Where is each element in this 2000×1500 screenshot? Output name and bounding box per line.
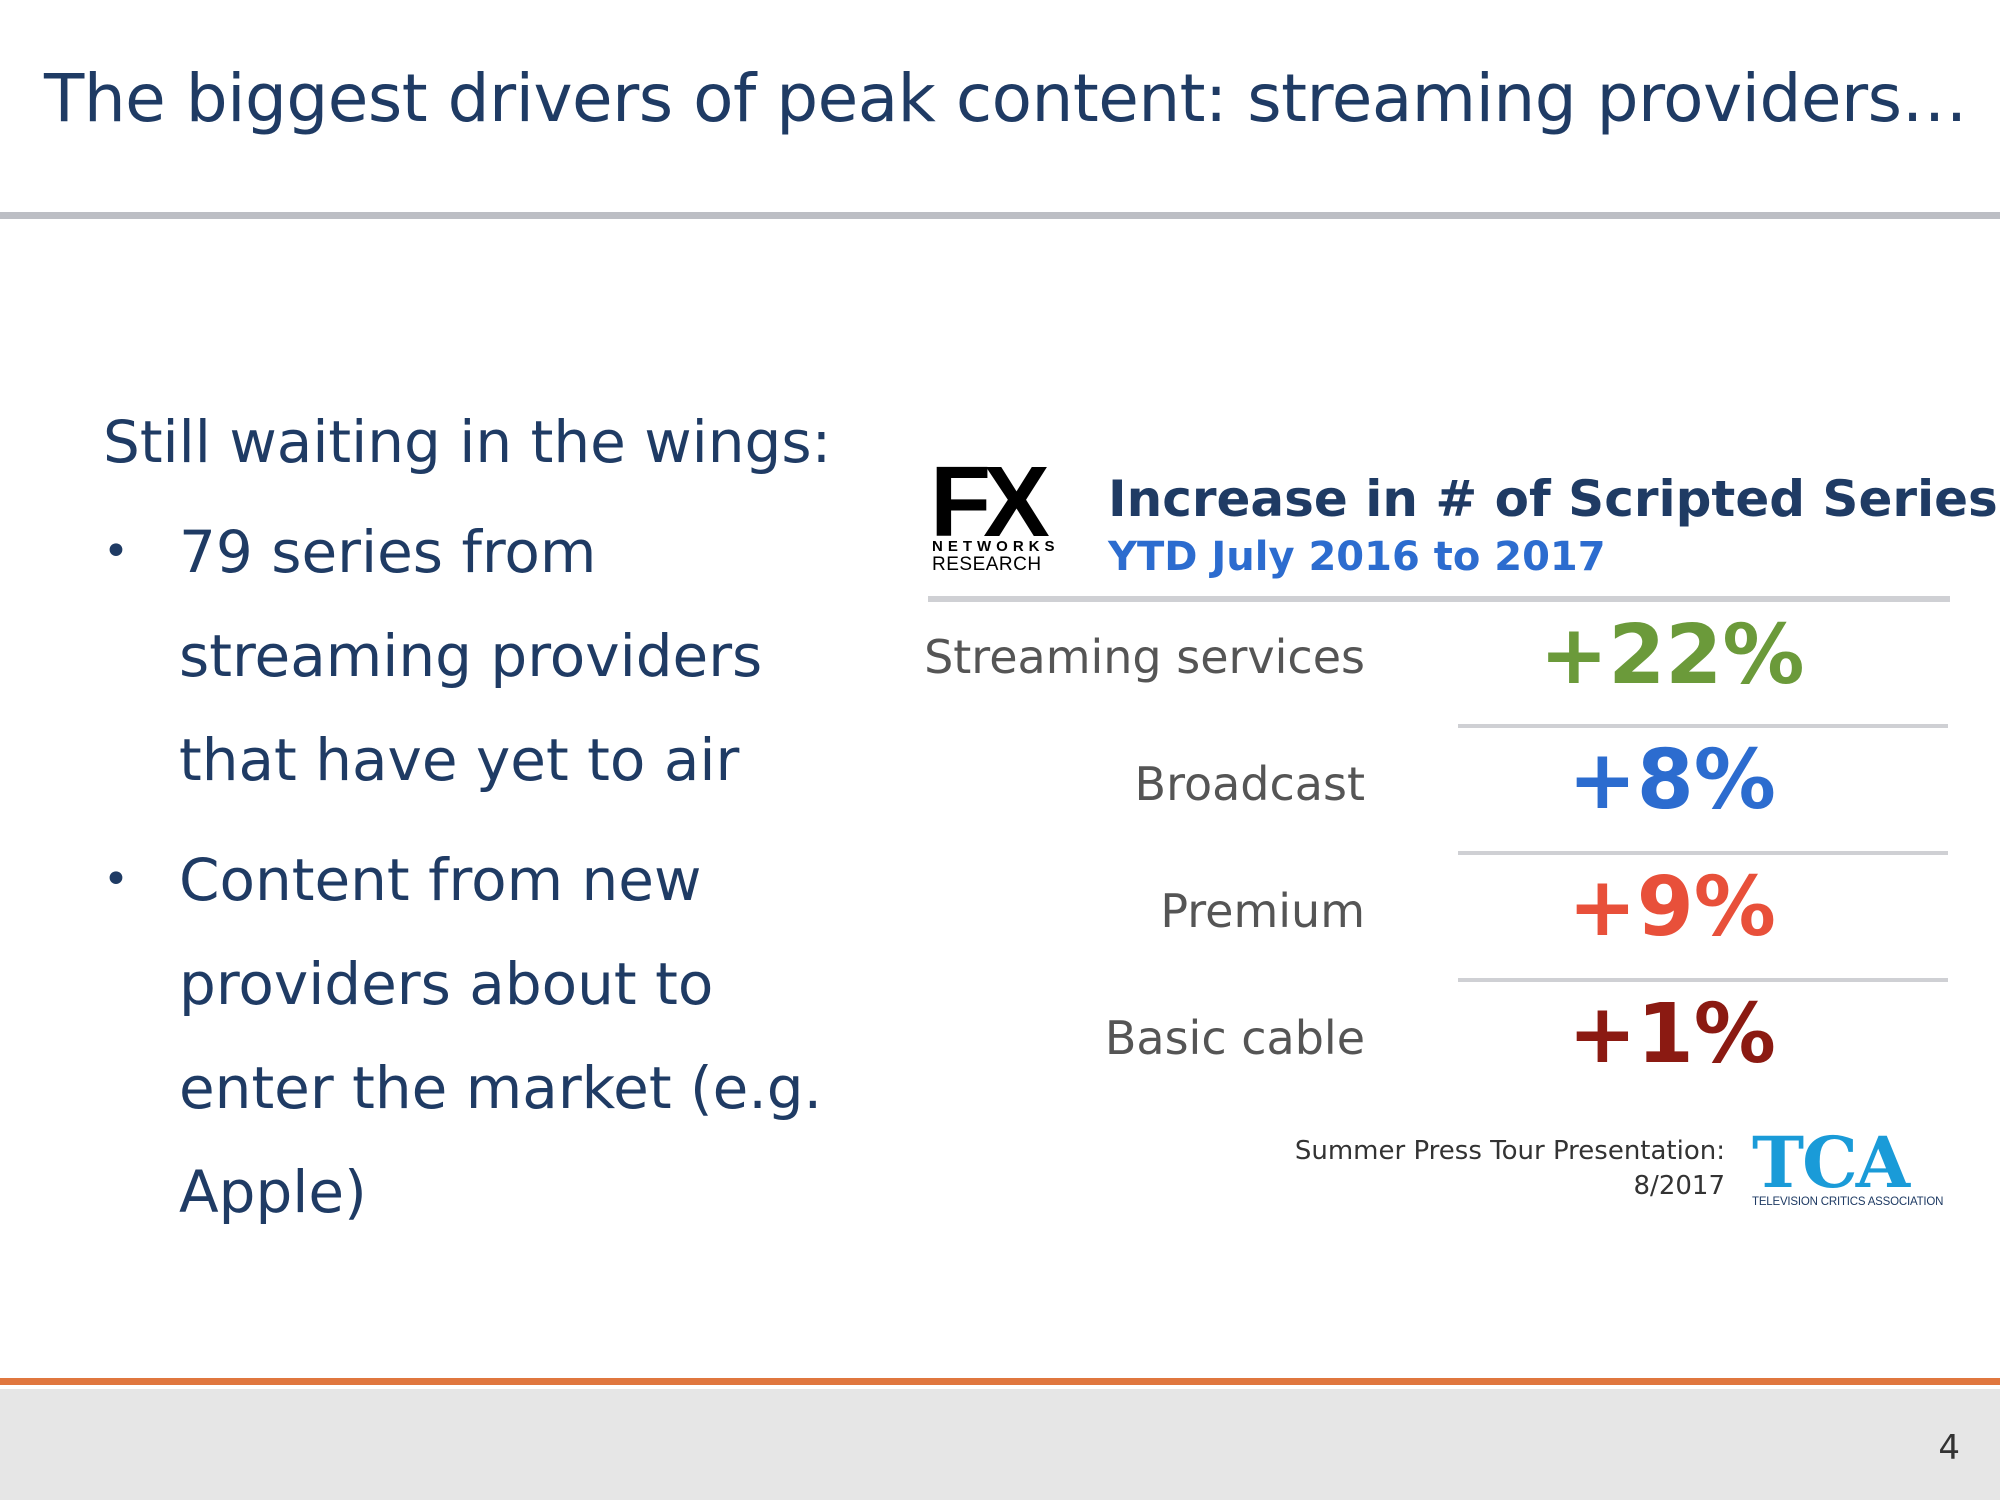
bullet-text: Content from new providers about to ente… — [179, 845, 823, 1226]
source-line-1: Summer Press Tour Presentation: — [1294, 1136, 1725, 1166]
tca-logo: TCA TELEVISION CRITICS ASSOCIATION — [1752, 1121, 1952, 1209]
panel-header-divider — [928, 596, 1950, 602]
tca-logo-mark: TCA — [1752, 1121, 1910, 1204]
row-value-streaming: +22% — [1539, 608, 1805, 703]
row-label-broadcast: Broadcast — [1134, 757, 1365, 811]
row-divider — [1458, 724, 1948, 728]
fx-networks-research-logo: FX NETWORKS RESEARCH — [930, 452, 1070, 575]
row-divider — [1458, 851, 1948, 855]
fx-logo-networks: NETWORKS — [932, 538, 1060, 555]
row-value-broadcast: +8% — [1568, 733, 1776, 828]
fx-logo-research: RESEARCH — [932, 554, 1042, 575]
lead-text: Still waiting in the wings: — [103, 408, 832, 476]
title-divider — [0, 212, 2000, 219]
tca-logo-tagline: TELEVISION CRITICS ASSOCIATION — [1752, 1196, 1944, 1208]
row-label-streaming: Streaming services — [924, 630, 1365, 684]
bullet-dot-icon: • — [103, 853, 129, 905]
row-divider — [1458, 978, 1948, 982]
left-text-panel: Still waiting in the wings: • 79 series … — [103, 408, 863, 1260]
panel-subtitle: YTD July 2016 to 2017 — [1108, 534, 1606, 580]
footer-band — [0, 1389, 2000, 1500]
slide-title: The biggest drivers of peak content: str… — [44, 60, 1967, 137]
page-number: 4 — [1938, 1428, 1960, 1468]
bullet-list: • 79 series from streaming providers tha… — [103, 500, 863, 1244]
row-value-basic-cable: +1% — [1568, 987, 1776, 1082]
fx-logo-mark: FX — [930, 446, 1050, 558]
row-label-premium: Premium — [1160, 884, 1365, 938]
bullet-item: • 79 series from streaming providers tha… — [103, 500, 863, 812]
bullet-dot-icon: • — [103, 525, 129, 577]
row-label-basic-cable: Basic cable — [1104, 1011, 1365, 1065]
bullet-item: • Content from new providers about to en… — [103, 828, 863, 1244]
footer-accent-line — [0, 1378, 2000, 1385]
source-note: Summer Press Tour Presentation: 8/2017 — [1295, 1134, 1725, 1204]
row-value-premium: +9% — [1568, 860, 1776, 955]
bullet-text: 79 series from streaming providers that … — [179, 517, 763, 794]
source-line-2: 8/2017 — [1633, 1171, 1725, 1202]
panel-title: Increase in # of Scripted Series — [1108, 470, 1998, 528]
